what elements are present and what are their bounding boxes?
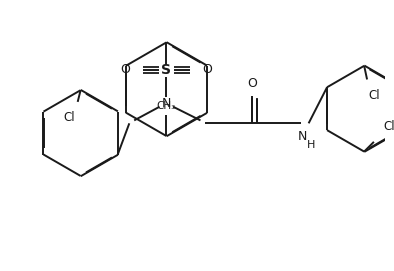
Text: CH₃: CH₃ (157, 101, 176, 111)
Text: O: O (203, 63, 212, 76)
Text: H: H (307, 140, 315, 150)
Text: Cl: Cl (368, 89, 380, 102)
Text: O: O (247, 77, 257, 90)
Text: N: N (298, 130, 307, 143)
Text: S: S (162, 63, 171, 77)
Text: N: N (162, 97, 171, 110)
Text: Cl: Cl (63, 111, 75, 124)
Text: O: O (121, 63, 130, 76)
Text: Cl: Cl (384, 120, 394, 133)
